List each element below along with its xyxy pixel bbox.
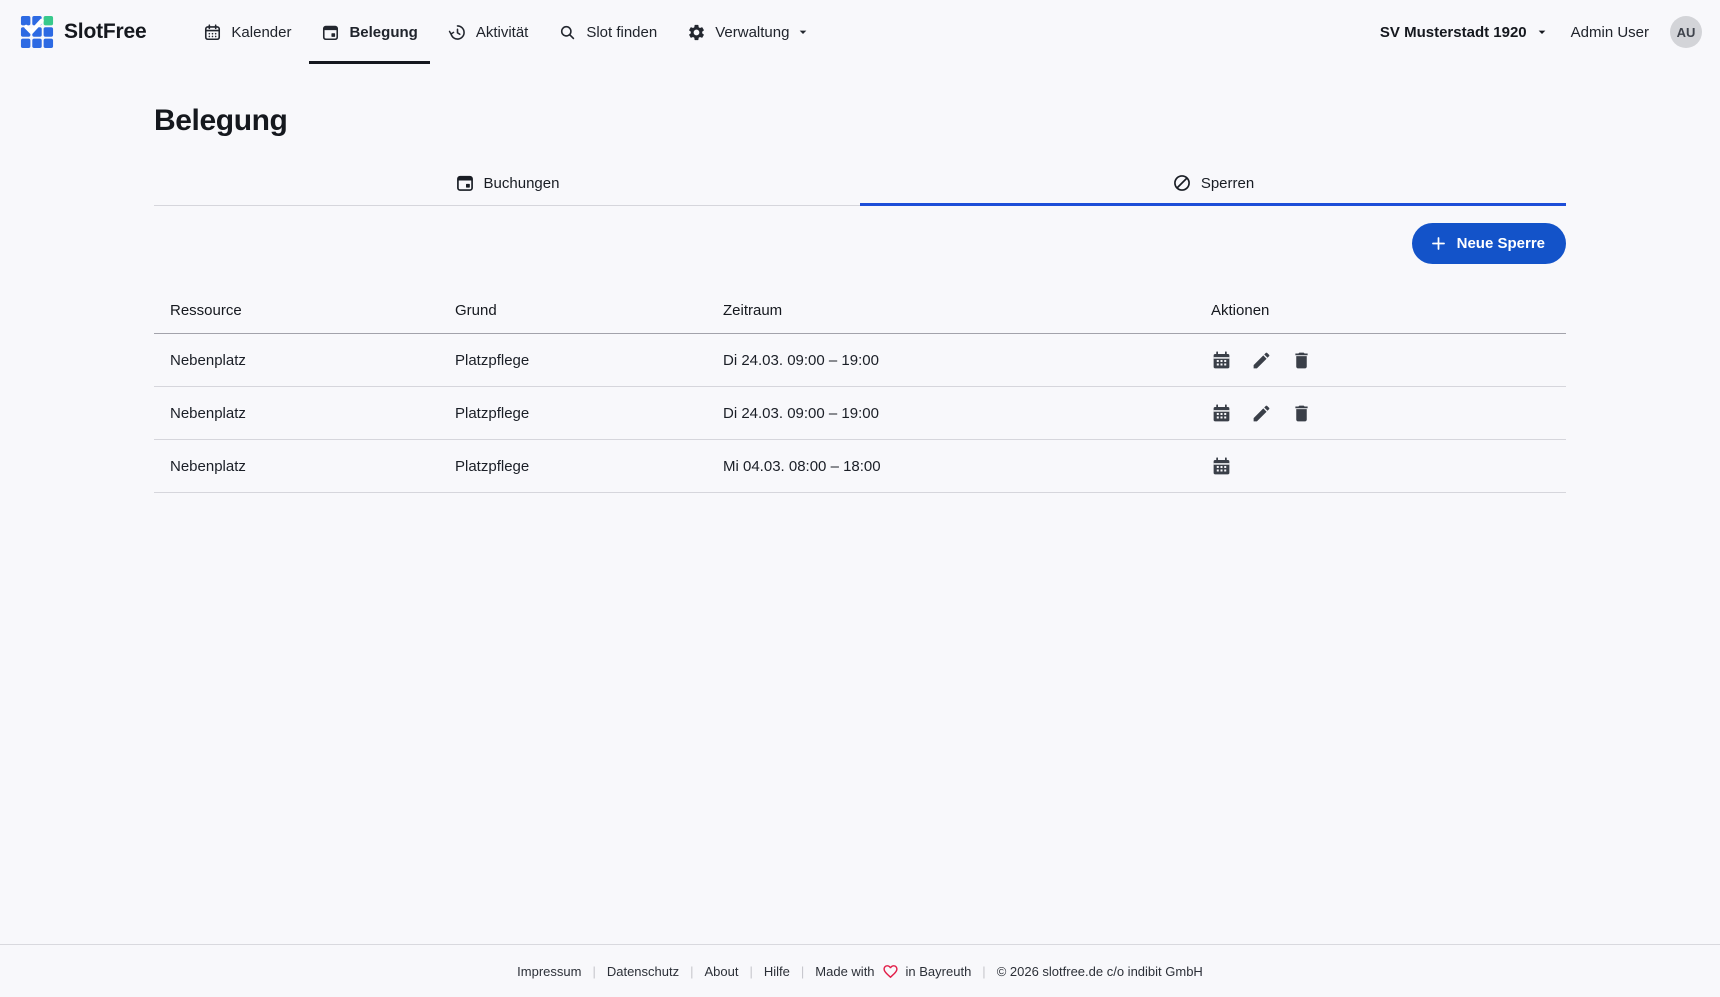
table-row: Nebenplatz Platzpflege Di 24.03. 09:00 – 1…	[154, 334, 1566, 387]
cell-grund: Platzpflege	[455, 351, 530, 369]
table-header-row: Ressource Grund Zeitraum Aktionen	[154, 288, 1566, 334]
brand[interactable]: SlotFree	[20, 0, 147, 64]
gear-icon	[687, 23, 706, 42]
nav-right: SV Musterstadt 1920 Admin User AU	[1380, 0, 1702, 64]
cell-actions	[1195, 456, 1566, 477]
pencil-icon	[1251, 403, 1272, 424]
tab-label: Buchungen	[483, 174, 560, 192]
row-calendar-button[interactable]	[1211, 403, 1232, 424]
calendar-event-icon	[455, 173, 475, 193]
history-icon	[448, 23, 467, 42]
footer-separator: |	[690, 963, 694, 979]
search-icon	[558, 23, 577, 42]
calendar-icon	[203, 23, 222, 42]
tab-sperren[interactable]: Sperren	[860, 160, 1566, 206]
plus-icon	[1429, 234, 1448, 253]
nav-item-belegung[interactable]: Belegung	[306, 0, 432, 64]
nav-item-label: Belegung	[349, 23, 418, 41]
nav-item-label: Kalender	[231, 23, 292, 41]
trash-icon	[1291, 350, 1312, 371]
nav-item-aktivit-t[interactable]: Aktivität	[433, 0, 544, 64]
ban-icon	[1172, 173, 1192, 193]
nav-item-label: Verwaltung	[715, 23, 790, 41]
table-row: Nebenplatz Platzpflege Mi 04.03. 08:00 – 1…	[154, 440, 1566, 493]
chevron-down-icon	[1534, 24, 1550, 40]
tab-label: Sperren	[1200, 174, 1255, 192]
cell-grund: Platzpflege	[455, 404, 530, 422]
footer-link-datenschutz[interactable]: Datenschutz	[606, 963, 680, 979]
cell-zeitraum: Mi 04.03. 08:00 – 18:00	[723, 457, 881, 475]
footer-separator: |	[592, 963, 596, 979]
column-header-ressource: Ressource	[170, 302, 242, 319]
nav-item-slot-finden[interactable]: Slot finden	[543, 0, 672, 64]
calendar-grid-icon	[1211, 403, 1232, 424]
avatar[interactable]: AU	[1670, 16, 1702, 48]
row-delete-button[interactable]	[1291, 350, 1312, 371]
footer-separator: |	[982, 963, 986, 979]
nav-item-label: Slot finden	[586, 23, 658, 41]
team-selector[interactable]: SV Musterstadt 1920	[1380, 24, 1550, 41]
table-row: Nebenplatz Platzpflege Di 24.03. 09:00 – 1…	[154, 387, 1566, 440]
neue-sperre-button[interactable]: Neue Sperre	[1411, 223, 1566, 264]
pencil-icon	[1251, 350, 1272, 371]
nav-item-label: Aktivität	[475, 23, 529, 41]
row-edit-button[interactable]	[1251, 350, 1272, 371]
calendar-grid-icon	[1211, 350, 1232, 371]
main-nav: Kalender Belegung Aktivität Slot finden Verw…	[188, 0, 826, 64]
cell-actions	[1195, 350, 1566, 371]
cell-ressource: Nebenplatz	[170, 404, 246, 422]
avatar-initials: AU	[1676, 24, 1696, 40]
tab-list: Buchungen Sperren	[154, 160, 1566, 206]
row-edit-button[interactable]	[1251, 403, 1272, 424]
chevron-down-icon	[795, 24, 811, 40]
sperren-table: Ressource Grund Zeitraum Aktionen Nebenp…	[154, 288, 1566, 493]
cell-zeitraum: Di 24.03. 09:00 – 19:00	[723, 404, 879, 422]
footer-separator: |	[749, 963, 753, 979]
heart-icon	[882, 963, 899, 980]
calendar-grid-icon	[1211, 456, 1232, 477]
footer-link-about[interactable]: About	[704, 963, 739, 979]
footer-content: Impressum | Datenschutz | About | Hilfe | Made w…	[0, 945, 1720, 997]
toolbar: Neue Sperre	[154, 223, 1566, 264]
copyright: © 2026 slotfree.de c/o indibit GmbH	[996, 963, 1203, 979]
made-with-suffix: in Bayreuth	[905, 963, 972, 979]
tab-buchungen[interactable]: Buchungen	[154, 160, 860, 206]
cell-zeitraum: Di 24.03. 09:00 – 19:00	[723, 351, 879, 369]
column-header-zeitraum: Zeitraum	[723, 302, 783, 319]
page-title: Belegung	[154, 104, 288, 137]
column-header-grund: Grund	[455, 302, 497, 319]
trash-icon	[1291, 403, 1312, 424]
nav-item-verwaltung[interactable]: Verwaltung	[672, 0, 826, 64]
calendar-event-icon	[321, 23, 340, 42]
slotfree-logo-icon	[20, 15, 54, 49]
cell-grund: Platzpflege	[455, 457, 530, 475]
row-calendar-button[interactable]	[1211, 456, 1232, 477]
cell-actions	[1195, 403, 1566, 424]
top-nav: SlotFree Kalender Belegung Aktivität Slot f…	[0, 0, 1720, 64]
user-name: Admin User	[1570, 23, 1649, 41]
neue-sperre-label: Neue Sperre	[1456, 235, 1545, 252]
row-calendar-button[interactable]	[1211, 350, 1232, 371]
cell-ressource: Nebenplatz	[170, 457, 246, 475]
nav-item-kalender[interactable]: Kalender	[188, 0, 306, 64]
brand-name: SlotFree	[64, 20, 147, 43]
main-content: Belegung Buchungen Sperren Neue Sperre Re…	[0, 64, 1720, 944]
table-body: Nebenplatz Platzpflege Di 24.03. 09:00 – 1…	[154, 334, 1566, 493]
team-name: SV Musterstadt 1920	[1379, 23, 1527, 41]
footer: Impressum | Datenschutz | About | Hilfe | Made w…	[0, 944, 1720, 997]
made-with: Made with in Bayreuth	[815, 963, 971, 980]
column-header-aktionen: Aktionen	[1211, 302, 1270, 319]
cell-ressource: Nebenplatz	[170, 351, 246, 369]
made-with-prefix: Made with	[815, 963, 875, 979]
footer-separator: |	[800, 963, 805, 979]
row-delete-button[interactable]	[1291, 403, 1312, 424]
footer-link-impressum[interactable]: Impressum	[517, 963, 582, 979]
footer-link-hilfe[interactable]: Hilfe	[763, 963, 790, 979]
